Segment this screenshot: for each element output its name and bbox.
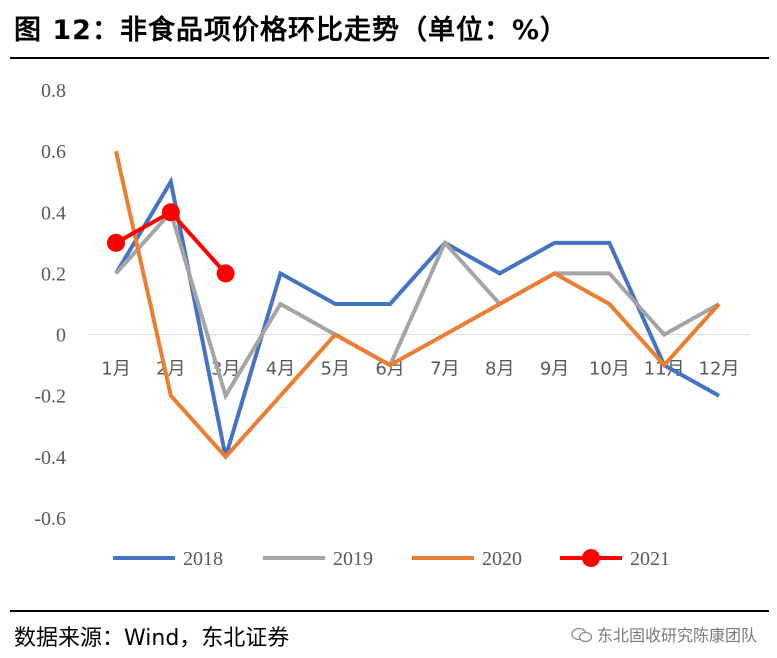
data-point-2021 bbox=[216, 264, 235, 283]
x-tick-label: 12月 bbox=[699, 359, 740, 380]
x-tick-label: 4月 bbox=[266, 359, 295, 380]
legend-label: 2020 bbox=[482, 548, 522, 570]
y-tick-label: 0 bbox=[56, 325, 66, 347]
series-lines bbox=[107, 150, 721, 460]
x-tick-label: 10月 bbox=[589, 359, 630, 380]
legend-item-2019: 2019 bbox=[263, 548, 373, 570]
y-tick-label: 0.6 bbox=[41, 141, 66, 163]
y-axis: 0.8 0.6 0.4 0.2 0 -0.2 -0.4 -0.6 bbox=[34, 80, 66, 530]
y-tick-label: -0.2 bbox=[34, 386, 66, 408]
legend: 2018 2019 2020 2021 bbox=[113, 548, 670, 570]
series-line-2018 bbox=[114, 176, 720, 458]
x-tick-label: 11月 bbox=[644, 359, 685, 380]
y-tick-label: -0.6 bbox=[34, 508, 66, 530]
series-2020 bbox=[114, 150, 721, 460]
x-tick-label: 1月 bbox=[101, 359, 130, 380]
legend-label: 2021 bbox=[630, 548, 670, 570]
title-divider bbox=[10, 57, 769, 59]
x-axis: 1月 2月 3月 4月 5月 6月 7月 8月 9月 10月 11月 12月 bbox=[101, 359, 739, 380]
legend-item-2020: 2020 bbox=[412, 548, 522, 570]
x-tick-label: 5月 bbox=[321, 359, 350, 380]
legend-item-2021: 2021 bbox=[560, 548, 670, 570]
chart-title: 图 12：非食品项价格环比走势（单位：%） bbox=[14, 15, 569, 46]
legend-label: 2019 bbox=[333, 548, 373, 570]
line-chart: 0.80.60.40.20-0.2-0.4-0.6 1月 2月 3月 4月 5月 6月 7月… bbox=[34, 80, 750, 570]
data-point-2021 bbox=[161, 203, 180, 222]
wechat-icon bbox=[571, 627, 593, 643]
series-2021 bbox=[107, 203, 235, 283]
x-tick-label: 2月 bbox=[156, 359, 185, 380]
watermark: 东北固收研究陈康团队 bbox=[571, 622, 757, 646]
y-tick-label: 0.8 bbox=[41, 80, 66, 102]
series-2019 bbox=[114, 208, 720, 401]
source-note: 数据来源：Wind，东北证券 bbox=[14, 626, 290, 651]
x-tick-label: 7月 bbox=[430, 359, 459, 380]
y-tick-label: 0.2 bbox=[41, 263, 66, 285]
series-line-2019 bbox=[114, 208, 720, 401]
series-line-2020 bbox=[114, 150, 721, 460]
legend-label: 2018 bbox=[183, 548, 223, 570]
x-tick-label: 8月 bbox=[485, 359, 514, 380]
series-2018 bbox=[114, 176, 720, 458]
data-point-2021 bbox=[107, 233, 125, 252]
x-tick-label: 9月 bbox=[540, 359, 569, 380]
watermark-text: 东北固收研究陈康团队 bbox=[596, 626, 757, 645]
footer-divider bbox=[10, 610, 769, 612]
y-tick-label: 0.4 bbox=[41, 202, 66, 224]
x-tick-label: 6月 bbox=[375, 359, 404, 380]
y-tick-label: -0.4 bbox=[34, 447, 66, 469]
legend-item-2018: 2018 bbox=[113, 548, 223, 570]
legend-marker bbox=[582, 549, 600, 567]
